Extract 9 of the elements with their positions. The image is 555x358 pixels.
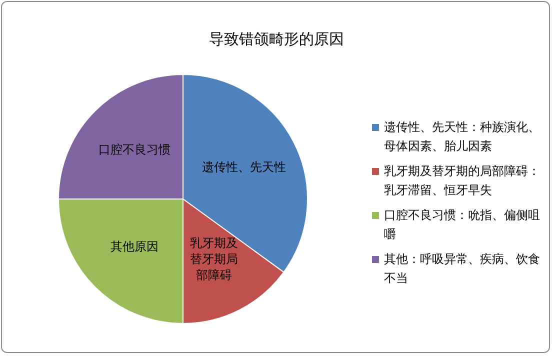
chart-title: 导致错颌畸形的原因: [208, 30, 345, 49]
data-label: 遗传性、先天性: [202, 160, 286, 174]
data-label: 其他原因: [110, 240, 159, 254]
legend-label: 遗传性、先天性：种族演化、母体因素、胎儿因素: [384, 120, 540, 153]
legend-label: 乳牙期及替牙期的局部障碍：乳牙滞留、恒牙早失: [384, 164, 540, 197]
legend-label: 口腔不良习惯：吮指、偏侧咀嚼: [384, 208, 540, 241]
legend-label: 其他：呼吸异常、疾病、饮食不当: [384, 252, 540, 285]
data-label: 乳牙期及替牙期局部障碍: [190, 236, 238, 282]
data-label: 口腔不良习惯: [98, 142, 171, 157]
